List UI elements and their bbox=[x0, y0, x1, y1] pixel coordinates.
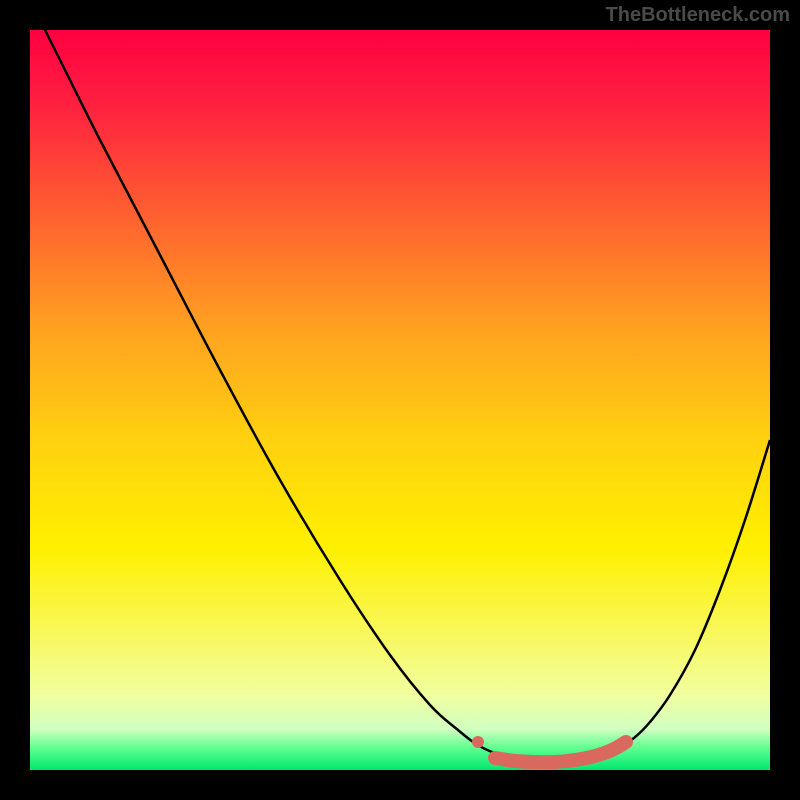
chart-container: TheBottleneck.com bbox=[0, 0, 800, 800]
gradient-background bbox=[30, 30, 770, 770]
watermark-text: TheBottleneck.com bbox=[606, 4, 790, 27]
plot-area bbox=[30, 30, 770, 770]
